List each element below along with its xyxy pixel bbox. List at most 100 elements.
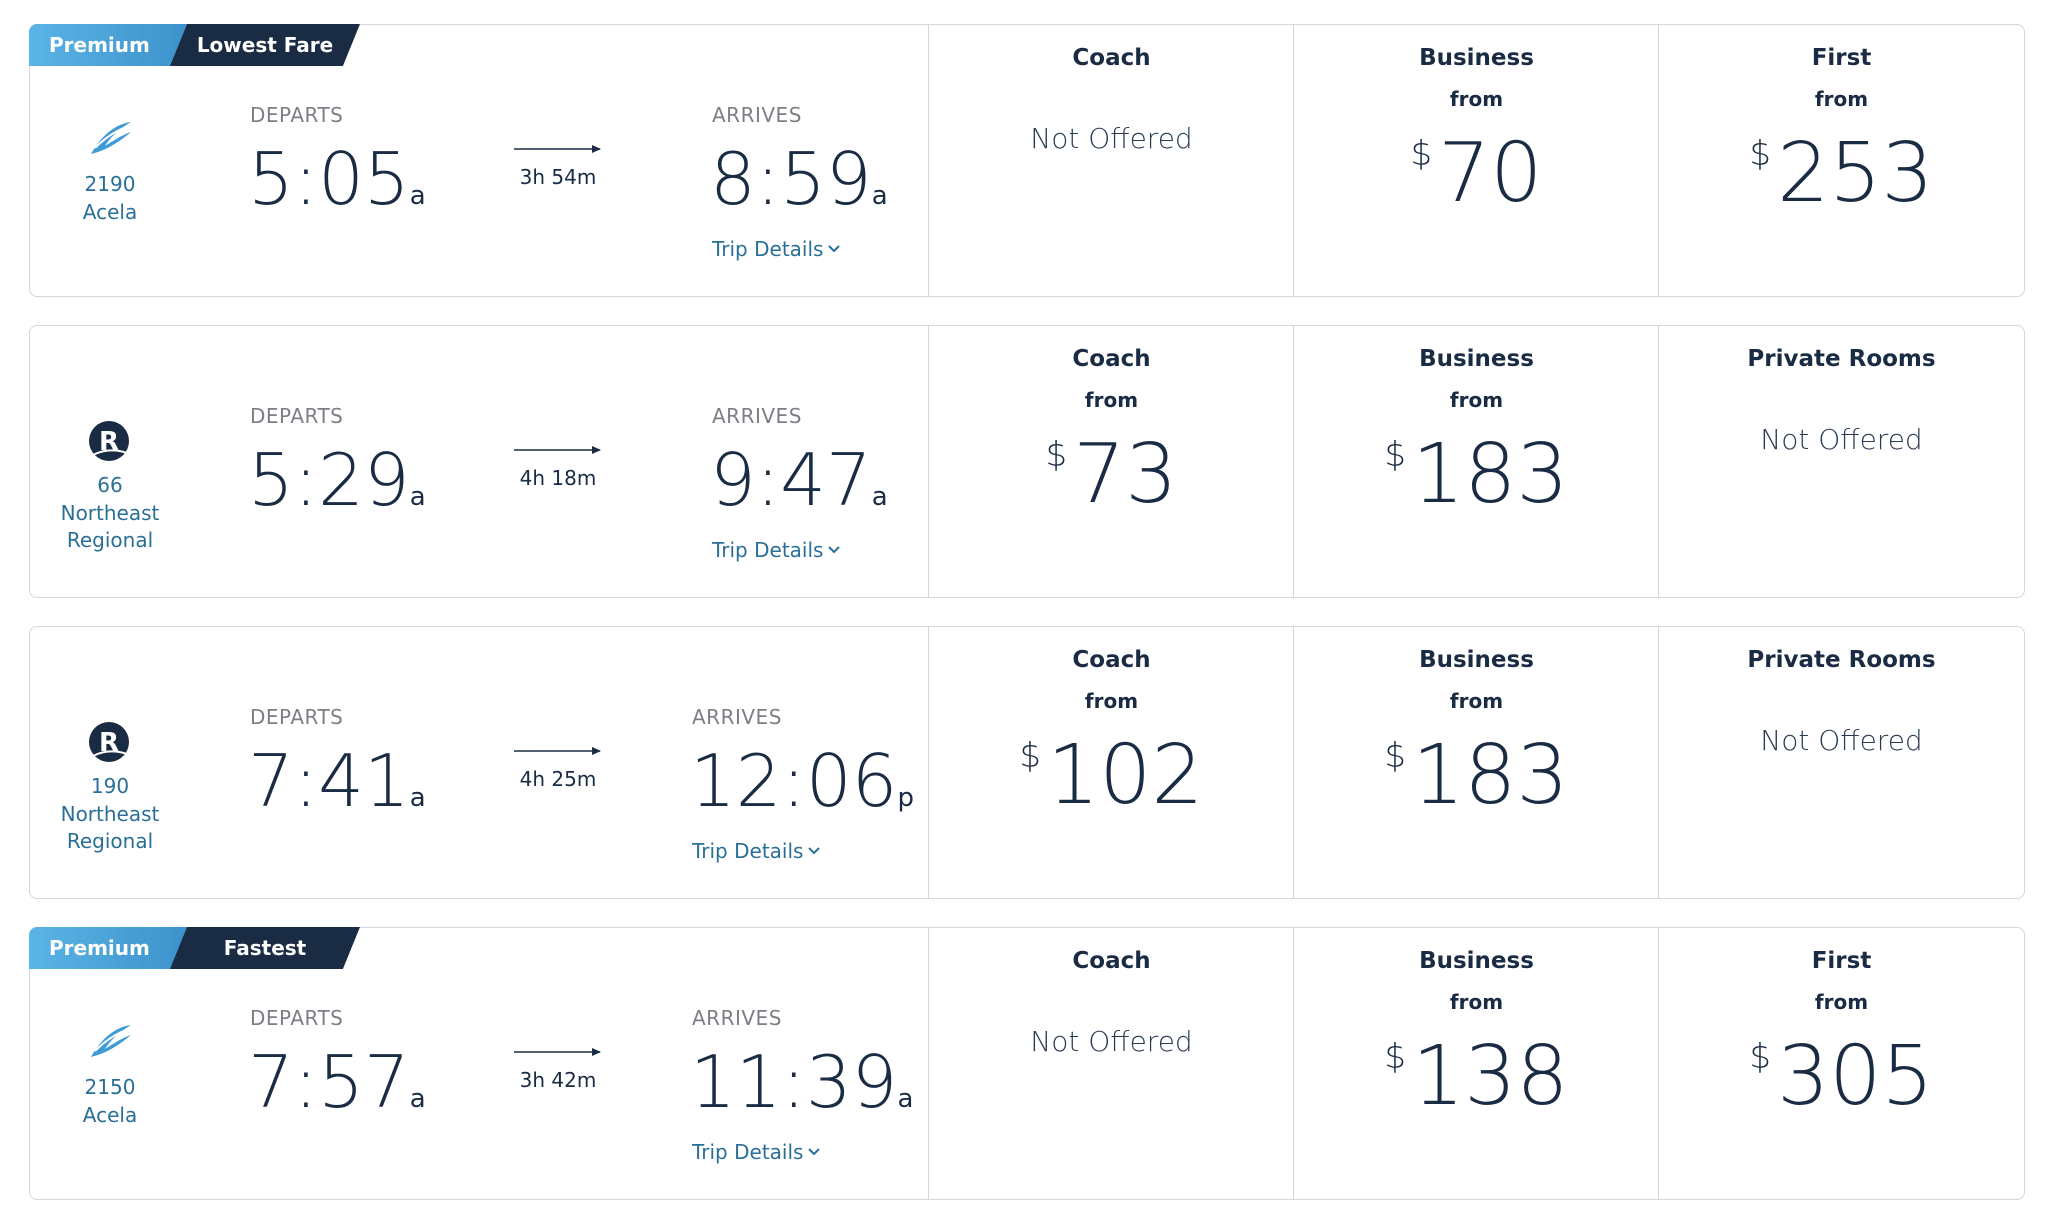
- from-label: from: [1449, 689, 1504, 713]
- amount: 73: [1073, 427, 1178, 522]
- fare-column[interactable]: Coach Not Offered: [928, 928, 1294, 1199]
- fare-column[interactable]: First from $305: [1658, 928, 2024, 1199]
- from-label: from: [1814, 990, 1869, 1014]
- fare-column[interactable]: Coach from $102: [928, 627, 1294, 898]
- currency: $: [1019, 736, 1042, 776]
- not-offered: Not Offered: [1030, 1025, 1193, 1058]
- price: $102: [929, 735, 1294, 817]
- time: 12:06: [690, 739, 898, 823]
- chevron: [803, 839, 825, 863]
- fare-column[interactable]: Business from $183: [1293, 627, 1659, 898]
- currency: $: [1045, 435, 1068, 475]
- price: $305: [1659, 1036, 2024, 1118]
- train-card: Premium Fastest 2150 Acela DEPARTS 7:57a 3h 42…: [29, 927, 2025, 1200]
- price: $138: [1294, 1036, 1659, 1118]
- am-pm: a: [871, 482, 888, 512]
- depart-time: 5:29a: [248, 444, 426, 516]
- arrives-label: ARRIVES: [692, 705, 782, 729]
- trip-details[interactable]: Trip Details: [692, 1140, 825, 1164]
- from-label: from: [1814, 87, 1869, 111]
- arrow: [514, 141, 604, 157]
- from-label: from: [1084, 388, 1139, 412]
- fare-class: Coach: [1072, 346, 1151, 372]
- fare-class: Coach: [1072, 948, 1151, 974]
- fare-class: Business: [1419, 948, 1534, 974]
- am-pm: a: [409, 482, 426, 512]
- trip-details[interactable]: Trip Details: [712, 538, 845, 562]
- train-card: R 190 Northeast Regional DEPARTS 7:41a 4h 25m…: [29, 626, 2025, 899]
- from-label: from: [1449, 388, 1504, 412]
- time: 8:59: [710, 137, 872, 221]
- am-pm: a: [871, 181, 888, 211]
- time: 5:05: [248, 137, 410, 221]
- am-pm: a: [409, 783, 426, 813]
- trip-details[interactable]: Trip Details: [692, 839, 825, 863]
- fare-column[interactable]: Private Rooms Not Offered: [1658, 326, 2024, 597]
- fare-column[interactable]: Coach from $73: [928, 326, 1294, 597]
- depart-time: 7:57a: [248, 1046, 426, 1118]
- departs-label: DEPARTS: [250, 1006, 344, 1030]
- time: 9:47: [710, 438, 872, 522]
- departs-label: DEPARTS: [250, 103, 344, 127]
- from-label: from: [1449, 87, 1504, 111]
- fare-column[interactable]: Private Rooms Not Offered: [1658, 627, 2024, 898]
- train-icon: [87, 118, 133, 164]
- arrive-time: 11:39a: [690, 1046, 913, 1118]
- depart-time: 5:05a: [248, 143, 426, 215]
- duration: 4h 18m: [519, 466, 597, 490]
- arrive-time: 8:59a: [710, 143, 888, 215]
- price: $73: [929, 434, 1294, 516]
- am-pm: a: [409, 181, 426, 211]
- fare-class: First: [1811, 45, 1872, 71]
- fare-class: Business: [1419, 647, 1534, 673]
- am-pm: a: [897, 1084, 914, 1114]
- arrives-label: ARRIVES: [712, 404, 802, 428]
- price: $183: [1294, 434, 1659, 516]
- fare-column[interactable]: Business from $70: [1293, 25, 1659, 296]
- chevron: [823, 538, 845, 562]
- train-card: R 66 Northeast Regional DEPARTS 5:29a 4h 18m A…: [29, 325, 2025, 598]
- arrow: [514, 1044, 604, 1060]
- train-icon: R: [87, 720, 133, 766]
- fare-class: Coach: [1072, 647, 1151, 673]
- amount: 70: [1438, 126, 1543, 221]
- currency: $: [1384, 736, 1407, 776]
- currency: $: [1749, 134, 1772, 174]
- train-icon: R: [87, 419, 133, 465]
- departs-label: DEPARTS: [250, 705, 344, 729]
- badge: Premium: [29, 927, 199, 969]
- train-name: Acela: [82, 200, 138, 224]
- currency: $: [1384, 435, 1407, 475]
- fare-class: Business: [1419, 346, 1534, 372]
- trip-details[interactable]: Trip Details: [712, 237, 845, 261]
- time: 11:39: [690, 1040, 898, 1124]
- link-text: Trip Details: [712, 237, 824, 261]
- depart-time: 7:41a: [248, 745, 426, 817]
- price: $70: [1294, 133, 1659, 215]
- badge: Premium: [29, 24, 199, 66]
- fare-class: First: [1811, 948, 1872, 974]
- train-number: 66: [97, 473, 123, 497]
- fare-column[interactable]: Coach Not Offered: [928, 25, 1294, 296]
- link-text: Trip Details: [692, 839, 804, 863]
- not-offered: Not Offered: [1760, 423, 1923, 456]
- link-text: Trip Details: [712, 538, 824, 562]
- time: 7:41: [248, 739, 410, 823]
- price: $183: [1294, 735, 1659, 817]
- fare-column[interactable]: Business from $138: [1293, 928, 1659, 1199]
- badge: Fastest: [170, 927, 360, 969]
- fare-class: Private Rooms: [1747, 346, 1936, 372]
- fare-class: Private Rooms: [1747, 647, 1936, 673]
- arrow: [514, 743, 604, 759]
- train-card: Premium Lowest Fare 2190 Acela DEPARTS 5:05a 3…: [29, 24, 2025, 297]
- fare-class: Business: [1419, 45, 1534, 71]
- train-number: 190: [90, 774, 130, 798]
- currency: $: [1410, 134, 1433, 174]
- am-pm: a: [409, 1084, 426, 1114]
- fare-column[interactable]: Business from $183: [1293, 326, 1659, 597]
- train-number: 2190: [84, 172, 136, 196]
- fare-column[interactable]: First from $253: [1658, 25, 2024, 296]
- train-number: 2150: [84, 1075, 136, 1099]
- duration: 3h 42m: [519, 1068, 597, 1092]
- currency: $: [1749, 1037, 1772, 1077]
